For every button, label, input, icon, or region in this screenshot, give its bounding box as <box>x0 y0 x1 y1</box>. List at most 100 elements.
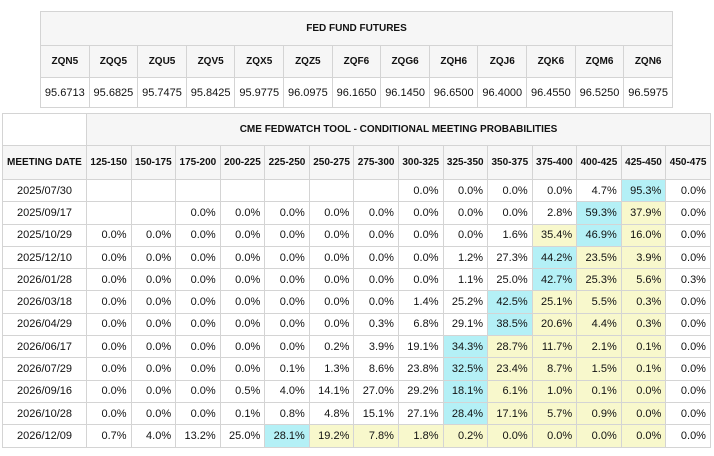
probability-cell: 17.1% <box>487 401 533 426</box>
meeting-date: 2026/03/18 <box>2 290 87 314</box>
futures-code: ZQH6 <box>428 45 479 78</box>
probability-cell: 0.0% <box>175 290 221 314</box>
probability-cell: 0.0% <box>397 178 444 203</box>
probability-cell: 0.0% <box>665 290 711 314</box>
probability-cell: 18.1% <box>442 379 489 403</box>
probability-cell: 0.0% <box>665 424 711 448</box>
probability-cell: 0.0% <box>86 290 132 314</box>
probability-cell <box>175 178 221 203</box>
rate-range-header-row: MEETING DATE 125-150 150-175 175-200 200… <box>2 145 711 180</box>
rate-range-header: 225-250 <box>264 145 310 180</box>
meeting-row: 2026/12/09 0.7% 4.0% 13.2% 25.0% 28.1% 19.2% 7.… <box>2 424 711 448</box>
futures-price: 95.8425 <box>185 77 236 108</box>
probability-cell: 42.7% <box>531 268 578 292</box>
probability-cell: 0.0% <box>86 268 132 292</box>
meeting-date: 2026/09/16 <box>2 379 87 403</box>
futures-code: ZQZ5 <box>283 45 333 78</box>
probability-cell: 0.0% <box>175 312 221 337</box>
probability-cell: 0.0% <box>86 312 132 337</box>
probability-cell: 0.0% <box>130 379 177 403</box>
probability-cell: 1.5% <box>576 357 622 381</box>
futures-code: ZQF6 <box>331 45 382 78</box>
futures-code: ZQU5 <box>137 45 187 78</box>
futures-codes-row: ZQN5 ZQQ5 ZQU5 ZQV5 ZQX5 ZQZ5 ZQF6 ZQG6 … <box>40 45 673 78</box>
probability-cell: 0.0% <box>219 335 266 359</box>
meeting-probabilities-table: CME FEDWATCH TOOL - CONDITIONAL MEETING … <box>2 113 711 448</box>
probability-cell: 25.1% <box>531 290 578 314</box>
probability-cell: 28.1% <box>264 424 310 448</box>
futures-code: ZQV5 <box>185 45 236 78</box>
probability-cell: 6.1% <box>487 379 533 403</box>
probability-cell: 29.1% <box>442 312 489 337</box>
futures-code: ZQQ5 <box>88 45 139 78</box>
probability-cell: 0.0% <box>665 379 711 403</box>
fed-fund-futures-table: FED FUND FUTURES ZQN5 ZQQ5 ZQU5 ZQV5 ZQX… <box>40 11 673 108</box>
probability-cell: 20.6% <box>531 312 578 337</box>
futures-price: 95.7475 <box>137 77 187 108</box>
probability-cell <box>219 178 266 203</box>
probability-cell <box>130 201 177 225</box>
probability-cell: 4.0% <box>264 379 310 403</box>
probability-cell: 0.1% <box>264 357 310 381</box>
meeting-date: 2026/01/28 <box>2 268 87 292</box>
probability-cell: 0.0% <box>130 401 177 426</box>
futures-code: ZQG6 <box>380 45 430 78</box>
probability-cell: 27.1% <box>397 401 444 426</box>
probability-cell: 3.9% <box>353 335 399 359</box>
probability-cell: 0.0% <box>353 201 399 225</box>
probability-cell: 0.0% <box>219 312 266 337</box>
probability-cell: 4.4% <box>576 312 622 337</box>
rate-range-header: 300-325 <box>397 145 444 180</box>
probability-cell: 11.7% <box>531 335 578 359</box>
futures-price: 96.4550 <box>526 77 576 108</box>
futures-code: ZQK6 <box>526 45 576 78</box>
rate-range-header: 175-200 <box>175 145 221 180</box>
probability-cell: 14.1% <box>308 379 355 403</box>
probability-cell: 1.1% <box>442 268 489 292</box>
futures-values-row: 95.6713 95.6825 95.7475 95.8425 95.9775 … <box>40 77 673 108</box>
probability-cell: 0.5% <box>219 379 266 403</box>
probability-cell: 0.0% <box>353 268 399 292</box>
probability-cell: 28.7% <box>487 335 533 359</box>
probability-cell: 0.0% <box>531 178 578 203</box>
rate-range-header: 375-400 <box>531 145 578 180</box>
probability-cell: 0.0% <box>175 201 221 225</box>
probability-cell: 27.3% <box>487 245 533 270</box>
probability-cell: 0.0% <box>264 245 310 270</box>
probability-cell: 8.7% <box>531 357 578 381</box>
probability-cell: 0.0% <box>665 201 711 225</box>
probability-cell: 0.0% <box>86 223 132 247</box>
probability-cell: 0.0% <box>442 201 489 225</box>
probability-cell: 0.0% <box>397 223 444 247</box>
probability-cell: 0.2% <box>442 424 489 448</box>
probability-cell: 0.0% <box>130 245 177 270</box>
meeting-date: 2025/09/17 <box>2 201 87 225</box>
probability-cell: 0.0% <box>130 357 177 381</box>
probability-cell: 1.8% <box>397 424 444 448</box>
probability-cell: 0.0% <box>353 245 399 270</box>
probability-cell: 15.1% <box>353 401 399 426</box>
probability-cell: 0.0% <box>219 245 266 270</box>
futures-code: ZQJ6 <box>477 45 528 78</box>
probability-cell: 0.0% <box>130 223 177 247</box>
probability-cell: 25.0% <box>219 424 266 448</box>
probability-cell: 0.1% <box>620 357 667 381</box>
probability-cell: 0.0% <box>308 201 355 225</box>
meeting-row: 2025/10/29 0.0% 0.0% 0.0% 0.0% 0.0% 0.0% 0.0% 0.… <box>2 223 711 247</box>
probability-cell: 0.0% <box>264 268 310 292</box>
probability-cell: 38.5% <box>487 312 533 337</box>
probability-cell: 28.4% <box>442 401 489 426</box>
probability-cell: 0.0% <box>353 223 399 247</box>
probability-cell: 0.0% <box>175 223 221 247</box>
probability-cell: 4.0% <box>130 424 177 448</box>
probability-cell: 0.0% <box>397 201 444 225</box>
probability-cell: 0.1% <box>219 401 266 426</box>
probability-cell: 0.0% <box>308 290 355 314</box>
probability-cell: 59.3% <box>576 201 622 225</box>
probability-cell <box>353 178 399 203</box>
probability-cell: 0.0% <box>264 312 310 337</box>
probability-cell: 42.5% <box>487 290 533 314</box>
probability-cell <box>130 178 177 203</box>
probability-cell: 0.1% <box>576 379 622 403</box>
meeting-row: 2026/04/29 0.0% 0.0% 0.0% 0.0% 0.0% 0.0% 0.3% 6.… <box>2 312 711 337</box>
